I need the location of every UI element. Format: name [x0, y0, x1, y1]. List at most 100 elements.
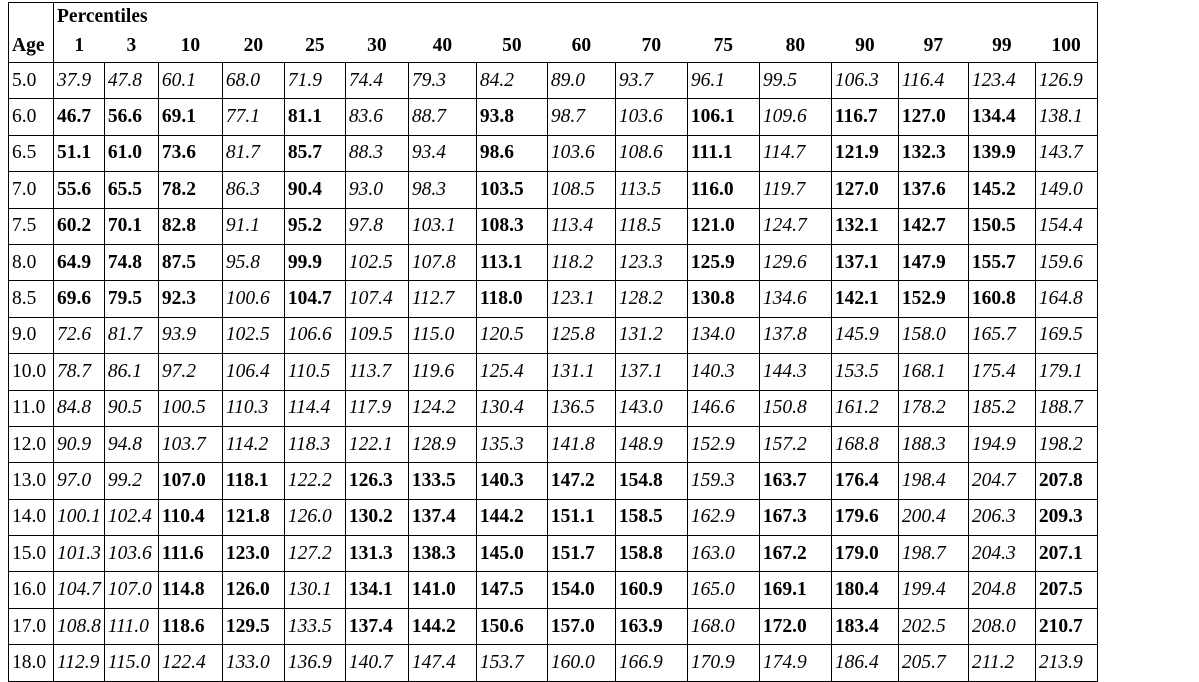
age-cell: 6.0	[8, 98, 54, 136]
value-cell: 115.0	[408, 316, 477, 354]
value-cell: 168.1	[898, 353, 969, 391]
value-cell: 107.0	[104, 571, 159, 609]
age-cell: 9.0	[8, 316, 54, 354]
value-cell: 37.9	[53, 61, 105, 99]
value-cell: 93.8	[476, 98, 548, 136]
value-cell: 55.6	[53, 171, 105, 209]
value-cell: 194.9	[968, 425, 1036, 463]
value-cell: 167.3	[759, 498, 832, 536]
value-cell: 74.8	[104, 243, 159, 281]
table-row: 9.0 72.6 81.7 93.9 102.5 106.6 109.5 115.0 120.5…	[8, 316, 1098, 354]
value-cell: 99.2	[104, 462, 159, 500]
value-cell: 154.0	[547, 571, 616, 609]
value-cell: 77.1	[222, 98, 285, 136]
value-cell: 68.0	[222, 61, 285, 99]
value-cell: 111.0	[104, 607, 159, 645]
value-cell: 92.3	[158, 280, 223, 318]
table-row: 13.0 97.0 99.2 107.0 118.1 122.2 126.3 133.5 140…	[8, 462, 1098, 500]
value-cell: 130.1	[284, 571, 346, 609]
value-cell: 90.4	[284, 171, 346, 209]
value-cell: 158.5	[615, 498, 688, 536]
value-cell: 164.8	[1035, 280, 1098, 318]
value-cell: 60.2	[53, 207, 105, 245]
value-cell: 97.0	[53, 462, 105, 500]
value-cell: 205.7	[898, 644, 969, 682]
value-cell: 110.5	[284, 353, 346, 391]
value-cell: 127.2	[284, 535, 346, 572]
value-cell: 103.6	[547, 134, 616, 172]
value-cell: 125.4	[476, 353, 548, 391]
value-cell: 151.1	[547, 498, 616, 536]
value-cell: 122.1	[345, 425, 409, 463]
table-body: 5.0 37.9 47.8 60.1 68.0 71.9 74.4 79.3 84.2 89.0 9…	[8, 61, 1098, 682]
value-cell: 47.8	[104, 61, 159, 99]
value-cell: 204.8	[968, 571, 1036, 609]
percentile-column-header: 40	[432, 35, 453, 56]
value-cell: 119.6	[408, 353, 477, 391]
table-row: 6.0 46.7 56.6 69.1 77.1 81.1 83.6 88.7 93.8 98.7 1…	[8, 98, 1098, 136]
value-cell: 70.1	[104, 207, 159, 245]
value-cell: 178.2	[898, 389, 969, 427]
value-cell: 123.3	[615, 243, 688, 281]
value-cell: 90.5	[104, 389, 159, 427]
value-cell: 121.8	[222, 498, 285, 536]
value-cell: 168.8	[831, 425, 899, 463]
table-row: 11.0 84.8 90.5 100.5 110.3 114.4 117.9 124.2 130…	[8, 389, 1098, 427]
value-cell: 141.8	[547, 425, 616, 463]
value-cell: 163.7	[759, 462, 832, 500]
value-cell: 96.1	[687, 61, 760, 99]
value-cell: 106.4	[222, 353, 285, 391]
value-cell: 134.6	[759, 280, 832, 318]
value-cell: 78.2	[158, 171, 223, 209]
value-cell: 144.2	[476, 498, 548, 536]
value-cell: 78.7	[53, 353, 105, 391]
value-cell: 83.6	[345, 98, 409, 136]
value-cell: 134.4	[968, 98, 1036, 136]
value-cell: 74.4	[345, 61, 409, 99]
value-cell: 176.4	[831, 462, 899, 500]
value-cell: 137.1	[615, 353, 688, 391]
value-cell: 160.9	[615, 571, 688, 609]
age-cell: 14.0	[8, 498, 54, 536]
value-cell: 125.9	[687, 243, 760, 281]
value-cell: 198.2	[1035, 425, 1098, 463]
table-row: 7.5 60.2 70.1 82.8 91.1 95.2 97.8 103.1 108.3 113…	[8, 207, 1098, 245]
value-cell: 198.7	[898, 535, 969, 572]
table-row: 12.0 90.9 94.8 103.7 114.2 118.3 122.1 128.9 135…	[8, 425, 1098, 463]
value-cell: 207.1	[1035, 535, 1098, 572]
value-cell: 103.6	[104, 535, 159, 572]
value-cell: 101.3	[53, 535, 105, 572]
value-cell: 139.9	[968, 134, 1036, 172]
value-cell: 126.9	[1035, 61, 1098, 99]
value-cell: 88.7	[408, 98, 477, 136]
value-cell: 126.3	[345, 462, 409, 500]
value-cell: 135.3	[476, 425, 548, 463]
value-cell: 113.5	[615, 171, 688, 209]
value-cell: 108.8	[53, 607, 105, 645]
value-cell: 86.1	[104, 353, 159, 391]
value-cell: 114.7	[759, 134, 832, 172]
header-blank-cell	[8, 2, 54, 30]
percentile-column-header: 97	[923, 35, 944, 56]
value-cell: 147.2	[547, 462, 616, 500]
value-cell: 111.6	[158, 535, 223, 572]
value-cell: 115.0	[104, 644, 159, 682]
percentile-column-header: 30	[367, 35, 387, 56]
value-cell: 204.7	[968, 462, 1036, 500]
value-cell: 128.9	[408, 425, 477, 463]
value-cell: 108.3	[476, 207, 548, 245]
value-cell: 106.1	[687, 98, 760, 136]
value-cell: 102.4	[104, 498, 159, 536]
value-cell: 133.5	[408, 462, 477, 500]
value-cell: 169.1	[759, 571, 832, 609]
value-cell: 93.7	[615, 61, 688, 99]
percentile-column-header: 99	[992, 35, 1012, 56]
value-cell: 153.7	[476, 644, 548, 682]
value-cell: 117.9	[345, 389, 409, 427]
value-cell: 106.6	[284, 316, 346, 354]
value-cell: 130.2	[345, 498, 409, 536]
value-cell: 143.7	[1035, 134, 1098, 172]
value-cell: 158.0	[898, 316, 969, 354]
value-cell: 100.1	[53, 498, 105, 536]
value-cell: 81.1	[284, 98, 346, 136]
